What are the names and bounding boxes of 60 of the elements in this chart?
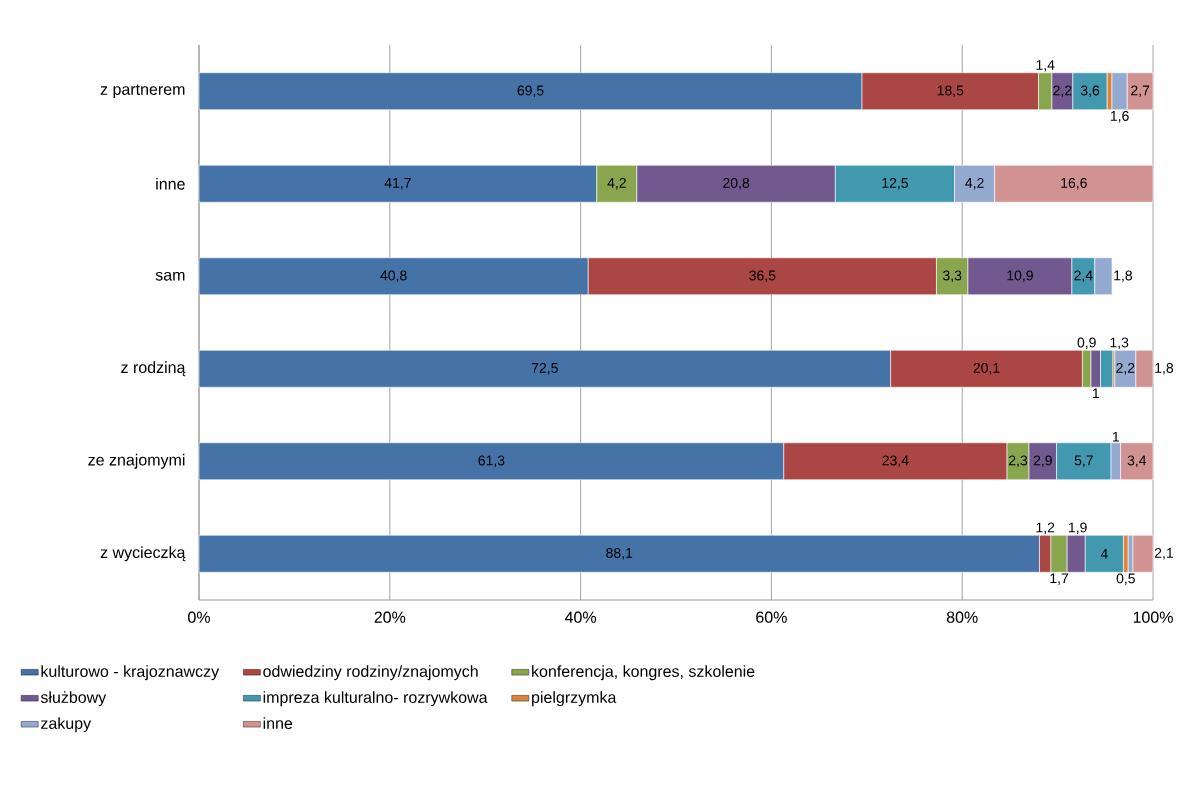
data-label: 5,7 — [1074, 455, 1093, 467]
data-label: 16,6 — [1061, 177, 1087, 190]
data-label: 20,1 — [973, 362, 1000, 375]
data-label: 69,5 — [517, 85, 544, 98]
x-tick-label: 20% — [374, 611, 406, 623]
data-label: 3,6 — [1080, 85, 1100, 98]
legend-label: służbowy — [40, 691, 107, 707]
legend-label: kulturowo - krajoznawczy — [41, 665, 220, 681]
x-tick-label: 40% — [564, 611, 597, 623]
data-label: 2,2 — [1053, 85, 1072, 98]
data-label: 2,9 — [1033, 455, 1052, 468]
x-tick-label: 60% — [756, 611, 787, 623]
data-label: 4,2 — [965, 177, 984, 190]
data-label: 88,1 — [606, 547, 633, 560]
y-tick-label: z rodziną — [121, 361, 186, 377]
y-tick-label: ze znajomymi — [88, 453, 185, 469]
data-label: 41,7 — [384, 178, 411, 190]
y-tick-label: inne — [156, 177, 185, 190]
legend-label: zakupy — [41, 717, 92, 733]
data-label: 61,3 — [478, 455, 505, 468]
data-label: 0,5 — [1116, 573, 1135, 586]
data-label: 1,4 — [1036, 60, 1055, 72]
legend-label: inne — [263, 717, 293, 729]
data-label: 2,2 — [1116, 362, 1135, 375]
data-label: 1,8 — [1155, 362, 1174, 375]
x-tick-label: 0% — [188, 611, 210, 623]
legend-label: odwiedziny rodziny/znajomych — [263, 665, 478, 681]
data-label: 4,2 — [607, 177, 626, 190]
x-tick-label: 100% — [1133, 611, 1173, 623]
data-label: 1 — [1112, 431, 1120, 442]
data-label: 0,9 — [1077, 337, 1096, 350]
data-label: 3,3 — [942, 270, 962, 283]
data-label: 3,4 — [1127, 455, 1147, 468]
data-label: 20,8 — [723, 177, 750, 190]
data-label: 36,5 — [749, 270, 776, 283]
legend-label: impreza kulturalno- rozrywkowa — [263, 691, 488, 707]
data-label: 1 — [1092, 388, 1099, 399]
legend-label: konferencja, kongres, szkolenie — [532, 665, 755, 681]
y-tick-label: z partnerem — [100, 84, 185, 99]
data-label: 1,3 — [1110, 337, 1129, 350]
y-tick-label: z wycieczką — [100, 546, 186, 562]
data-label: 1,6 — [1110, 110, 1129, 123]
data-label: 23,4 — [882, 455, 909, 468]
legend-label: pielgrzymka — [532, 691, 617, 707]
data-label: 1,8 — [1114, 270, 1133, 283]
data-label: 10,9 — [1007, 270, 1033, 283]
data-label: 72,5 — [531, 362, 558, 375]
data-label: 12,5 — [882, 177, 908, 190]
y-tick-label: sam — [155, 271, 185, 281]
x-tick-label: 80% — [946, 611, 978, 623]
data-label: 1,7 — [1050, 573, 1069, 585]
data-label: 1,2 — [1036, 522, 1055, 535]
data-label: 2,3 — [1008, 455, 1028, 468]
data-label: 1,9 — [1068, 522, 1087, 535]
data-label: 2,7 — [1131, 85, 1150, 98]
data-label: 18,5 — [937, 85, 964, 98]
data-label: 2,4 — [1074, 270, 1093, 283]
data-label: 40,8 — [380, 270, 407, 283]
data-label: 4 — [1100, 548, 1108, 559]
data-label: 2,1 — [1154, 547, 1173, 560]
